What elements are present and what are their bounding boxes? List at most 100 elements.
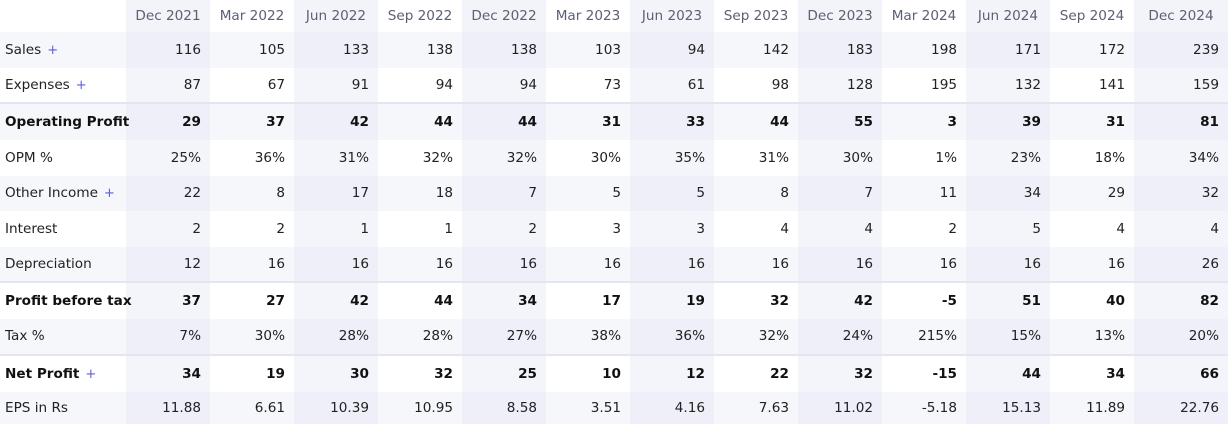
row-label[interactable]: Expenses + <box>0 67 126 103</box>
value-cell: 4 <box>1050 211 1134 247</box>
value-cell: 5 <box>966 211 1050 247</box>
value-cell: 133 <box>294 32 378 68</box>
row-label[interactable]: Sales + <box>0 32 126 68</box>
value-cell: 42 <box>294 102 378 140</box>
value-cell: 27 <box>210 281 294 319</box>
value-cell: 29 <box>126 102 210 140</box>
value-cell: 5 <box>630 175 714 211</box>
value-cell: 12 <box>630 353 714 392</box>
value-cell: 3 <box>546 211 630 247</box>
value-cell: 18% <box>1050 140 1134 176</box>
expand-plus-icon[interactable]: + <box>47 42 59 58</box>
period-header: Dec 2023 <box>798 0 882 32</box>
value-cell: 25 <box>462 353 546 392</box>
value-cell: 8 <box>714 175 798 211</box>
value-cell: 138 <box>462 32 546 68</box>
value-cell: 98 <box>714 67 798 103</box>
period-header: Sep 2024 <box>1059 8 1125 24</box>
value-cell: 44 <box>966 353 1050 392</box>
value-cell: 10.39 <box>294 391 378 424</box>
value-cell: 31 <box>1050 102 1134 140</box>
expand-plus-icon[interactable]: + <box>103 186 115 202</box>
value-cell: 44 <box>378 102 462 140</box>
value-cell: 20% <box>1134 319 1228 355</box>
value-cell: 34 <box>966 175 1050 211</box>
value-cell: 24% <box>798 319 882 355</box>
value-cell: 16 <box>546 246 630 282</box>
table-row: Net Profit +34 19 30 32 25 10 12 22 32 -15 44 34 66 <box>0 353 1228 392</box>
value-cell: 198 <box>882 32 966 68</box>
value-cell: 239 <box>1134 32 1228 68</box>
value-cell: 32% <box>462 140 546 176</box>
value-cell: 27% <box>462 319 546 355</box>
value-cell: 31 <box>546 102 630 140</box>
value-cell: 44 <box>714 102 798 140</box>
value-cell: -5.18 <box>882 391 966 424</box>
value-cell: 32% <box>714 319 798 355</box>
row-label[interactable]: Net Profit + <box>0 353 126 392</box>
row-label-text: Operating Profit <box>5 114 130 130</box>
table-row: Depreciation 12 16 16 16 16 16 16 16 16 16 16 16 26 <box>0 246 1228 282</box>
row-label-text: Tax % <box>5 328 45 345</box>
row-label-text: EPS in Rs <box>5 399 68 416</box>
value-cell: 34 <box>126 353 210 392</box>
value-cell: 11 <box>882 175 966 211</box>
value-cell: 1 <box>294 211 378 247</box>
value-cell: 195 <box>882 67 966 103</box>
row-label: OPM % <box>0 140 126 176</box>
value-cell: 11.89 <box>1050 391 1134 424</box>
value-cell: 66 <box>1134 353 1228 392</box>
expand-plus-icon[interactable]: + <box>85 366 97 382</box>
value-cell: 12 <box>126 246 210 282</box>
value-cell: 142 <box>714 32 798 68</box>
value-cell: 16 <box>462 246 546 282</box>
row-label-text: Depreciation <box>5 255 92 272</box>
value-cell: 4.16 <box>630 391 714 424</box>
value-cell: 2 <box>210 211 294 247</box>
table-body: Sales +116 105 133 138 138 103 94 142 183 198 171 17… <box>0 32 1228 424</box>
value-cell: 32 <box>798 353 882 392</box>
value-cell: 215% <box>882 319 966 355</box>
period-header: Sep 2023 <box>723 8 789 24</box>
row-label[interactable]: Other Income + <box>0 175 126 211</box>
period-header: Jun 2023 <box>630 0 714 32</box>
value-cell: 7 <box>462 175 546 211</box>
value-cell: 23% <box>966 140 1050 176</box>
period-header: Mar 2022 <box>219 8 285 24</box>
value-cell: 16 <box>378 246 462 282</box>
value-cell: 8.58 <box>462 391 546 424</box>
period-header: Dec 2021 <box>126 0 210 32</box>
value-cell: 6.61 <box>210 391 294 424</box>
period-header: Mar 2024 <box>891 8 957 24</box>
table-row: Expenses +87 67 91 94 94 73 61 98 128 195 132 141 159 <box>0 67 1228 103</box>
expand-plus-icon[interactable]: + <box>75 77 87 93</box>
value-cell: 132 <box>966 67 1050 103</box>
value-cell: 3 <box>882 102 966 140</box>
value-cell: 30% <box>210 319 294 355</box>
value-cell: -15 <box>882 353 966 392</box>
value-cell: 37 <box>126 281 210 319</box>
value-cell: 22 <box>714 353 798 392</box>
value-cell: -5 <box>882 281 966 319</box>
value-cell: 31% <box>294 140 378 176</box>
value-cell: 128 <box>798 67 882 103</box>
value-cell: 34 <box>1050 353 1134 392</box>
row-label: Interest <box>0 211 126 247</box>
value-cell: 51 <box>966 281 1050 319</box>
value-cell: 10 <box>546 353 630 392</box>
period-header: Dec 2022 <box>462 0 546 32</box>
value-cell: 36% <box>210 140 294 176</box>
value-cell: 16 <box>1050 246 1134 282</box>
value-cell: 22 <box>126 175 210 211</box>
value-cell: 15% <box>966 319 1050 355</box>
value-cell: 94 <box>378 67 462 103</box>
header-row: Dec 2021 Mar 2022 Jun 2022 Sep 2022 Dec 2022… <box>0 0 1228 32</box>
corner-header <box>0 0 126 32</box>
value-cell: 11.88 <box>126 391 210 424</box>
value-cell: 159 <box>1134 67 1228 103</box>
value-cell: 16 <box>966 246 1050 282</box>
table-row: Tax % 7% 30% 28% 28% 27% 38% 36% 32% 24% 215% 15% 13… <box>0 319 1228 355</box>
value-cell: 13% <box>1050 319 1134 355</box>
value-cell: 16 <box>630 246 714 282</box>
